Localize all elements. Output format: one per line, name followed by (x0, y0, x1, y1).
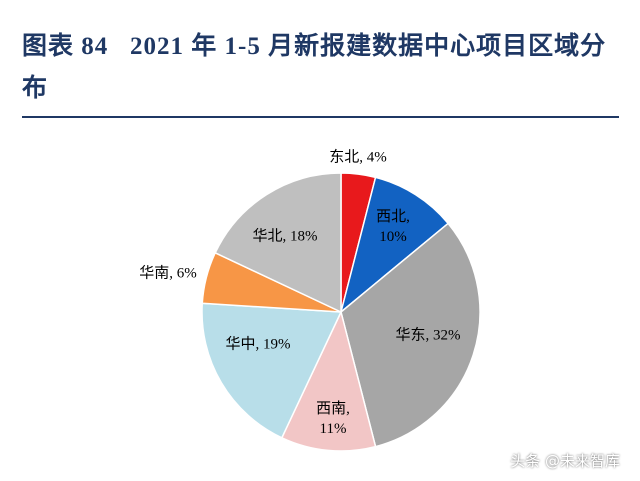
data-label: 西北, 10% (376, 208, 410, 245)
pie-slice (214, 172, 342, 314)
pie-slice (201, 302, 343, 439)
data-label: 华南, 6% (139, 264, 197, 281)
data-label: 华中, 19% (226, 335, 291, 352)
data-label: 华东, 32% (396, 326, 461, 343)
pie-slice (340, 222, 481, 448)
pie-slice (339, 176, 450, 315)
chart-title: 图表 84 2021 年 1-5 月新报建数据中心项目区域分布 (22, 33, 607, 102)
data-label: 华北, 18% (253, 227, 318, 244)
title-rule (22, 116, 619, 118)
data-label: 东北, 4% (329, 148, 387, 165)
watermark: 头条 @未来智库 (510, 452, 620, 470)
pie-slice (280, 309, 377, 452)
data-label: 西南, 11% (316, 400, 350, 437)
